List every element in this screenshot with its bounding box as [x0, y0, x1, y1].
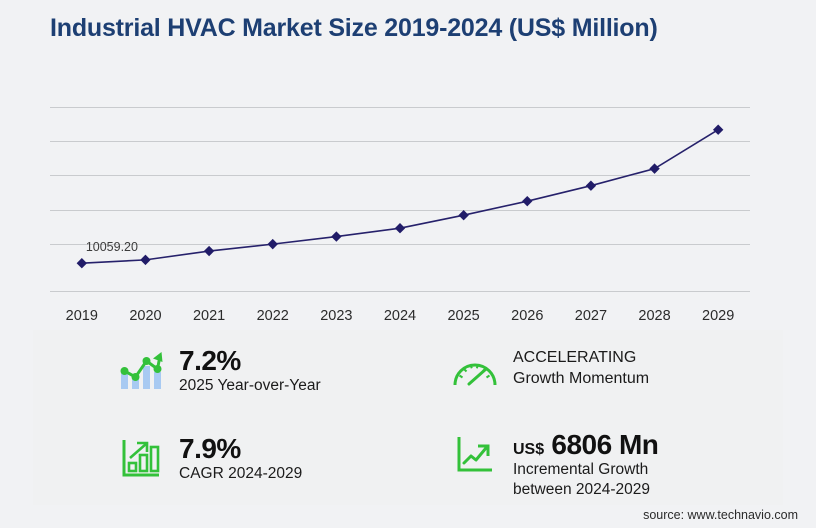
x-axis-tick: 2022 [256, 308, 289, 324]
x-axis-tick: 2021 [192, 308, 226, 324]
x-axis-tick: 2019 [65, 308, 98, 324]
x-axis-tick: 2029 [702, 308, 735, 324]
gridline [50, 141, 750, 142]
gridline [50, 244, 750, 245]
x-axis-tick: 2028 [638, 308, 671, 324]
x-axis-tick: 2026 [511, 308, 544, 324]
stat-label: CAGR 2024-2029 [179, 465, 303, 483]
x-axis-tick: 2027 [574, 308, 608, 324]
stat-head: ACCELERATING [513, 349, 637, 366]
line-chart: 10059.20 2019 2020 2021 2022 2023 2024 2025 202… [0, 60, 816, 324]
x-axis-labels: 2019 2020 2021 2022 2023 2024 2025 2026 2027 2028… [50, 308, 750, 332]
source-note: source: www.technavio.com [643, 508, 798, 522]
stat-unit: US$ [513, 441, 545, 458]
stat-value: US$ 6806 Mn [513, 429, 659, 460]
stat-momentum: ACCELERATING Growth Momentum [451, 348, 649, 396]
stat-cagr: 7.9% CAGR 2024-2029 [117, 433, 303, 484]
line-arrow-up-icon [451, 430, 499, 478]
stats-panel: 7.2% 2025 Year-over-Year 7.9% CAGR 2024-… [33, 330, 783, 505]
gridline [50, 210, 750, 211]
stat-incremental: US$ 6806 Mn Incremental Growth between 2… [451, 429, 659, 500]
chart-plot-area: 10059.20 [50, 105, 750, 293]
stat-value: 7.2% [179, 345, 241, 376]
stat-amount: 6806 Mn [551, 429, 659, 460]
bar-line-growth-icon [117, 346, 165, 394]
stat-label: 2025 Year-over-Year [179, 377, 321, 395]
gridline [50, 175, 750, 176]
x-axis-tick: 2023 [320, 308, 353, 324]
page-title: Industrial HVAC Market Size 2019-2024 (U… [50, 14, 658, 42]
stat-label: Growth Momentum [513, 369, 650, 387]
stat-label-line1: Incremental Growth [513, 461, 649, 479]
speedometer-icon [451, 348, 499, 396]
bar-chart-arrow-icon [117, 434, 165, 482]
x-axis-tick: 2020 [129, 308, 162, 324]
first-point-data-label: 10059.20 [85, 240, 138, 255]
series-line [76, 124, 724, 269]
gridline [50, 107, 750, 108]
x-axis-tick: 2024 [383, 308, 417, 324]
stat-yoy: 7.2% 2025 Year-over-Year [117, 345, 321, 396]
stat-value: 7.9% [179, 433, 241, 464]
x-axis-tick: 2025 [447, 308, 480, 324]
x-axis-line [50, 291, 750, 292]
stat-label-line2: between 2024-2029 [513, 481, 651, 499]
